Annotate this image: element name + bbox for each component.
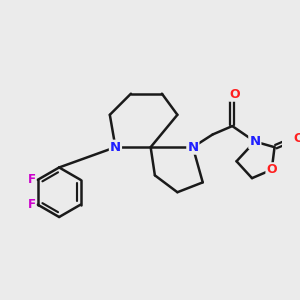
Text: O: O <box>229 88 240 101</box>
Text: O: O <box>266 163 277 176</box>
Text: F: F <box>28 173 35 186</box>
Text: O: O <box>293 132 300 145</box>
Text: N: N <box>110 141 121 154</box>
Text: N: N <box>187 141 198 154</box>
Text: N: N <box>249 135 260 148</box>
Text: F: F <box>28 198 35 211</box>
